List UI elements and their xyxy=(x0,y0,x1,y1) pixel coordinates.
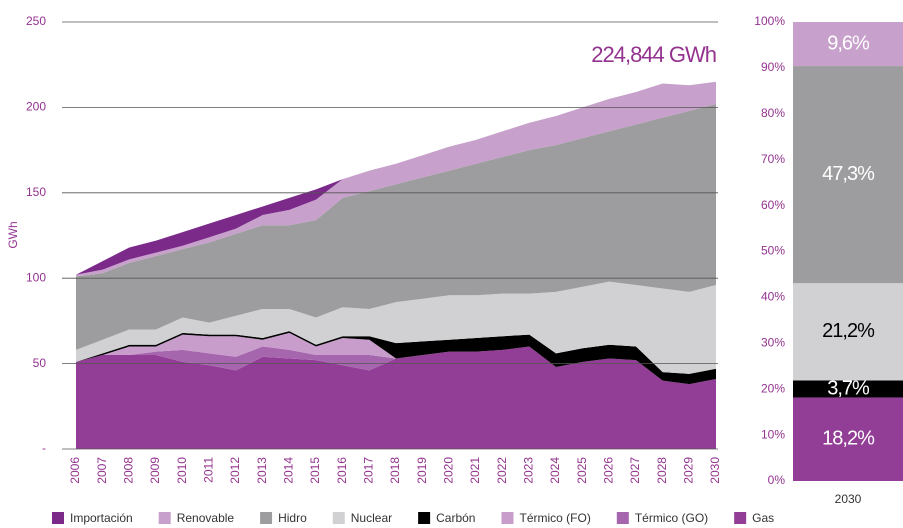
area xyxy=(76,103,716,350)
y-tick-label: 20% xyxy=(761,381,785,395)
area xyxy=(76,346,716,449)
x-tick-label: 2015 xyxy=(308,457,322,484)
area xyxy=(76,81,716,275)
y-tick-label: 40% xyxy=(761,290,785,304)
legend-label: Importación xyxy=(70,511,133,525)
x-tick-label: 2018 xyxy=(388,457,402,484)
x-tick-label: 2014 xyxy=(282,457,296,484)
y-tick-label: 100 xyxy=(26,270,46,284)
x-tick-label: 2016 xyxy=(335,457,349,484)
y-tick-label: 60% xyxy=(761,198,785,212)
y-tick-label: 100% xyxy=(754,14,785,28)
x-tick-label: 2028 xyxy=(655,457,669,484)
x-tick-label: 2029 xyxy=(682,457,696,484)
annotation: 224,844 GWh xyxy=(591,42,716,67)
x-tick-label: 2007 xyxy=(95,457,109,484)
area xyxy=(76,331,716,385)
x-tick-label: 2020 xyxy=(442,457,456,484)
y-tick-label: 150 xyxy=(26,185,46,199)
x-tick-label: 2022 xyxy=(495,457,509,484)
x-tick-label: 2009 xyxy=(148,457,162,484)
x-tick-label: 2023 xyxy=(522,457,536,484)
bar-segment xyxy=(793,397,903,481)
x-tick-label: 2030 xyxy=(835,492,862,506)
x-tick-label: 2025 xyxy=(575,457,589,484)
data-label: 3,7% xyxy=(827,377,870,399)
area xyxy=(76,81,716,277)
x-tick-label: 2008 xyxy=(122,457,136,484)
y-tick-label: 80% xyxy=(761,106,785,120)
y-tick-label: 50 xyxy=(33,356,47,370)
x-tick-label: 2006 xyxy=(68,457,82,484)
x-tick-label: 2030 xyxy=(708,457,722,484)
bar-segment xyxy=(793,380,903,398)
data-label: 47,3% xyxy=(822,163,875,185)
legend-label: Nuclear xyxy=(351,511,392,525)
legend-swatch xyxy=(158,512,171,524)
x-tick-label: 2011 xyxy=(202,457,216,483)
legend-swatch xyxy=(616,512,629,524)
legend-label: Gas xyxy=(752,511,774,525)
legend-swatch xyxy=(52,512,64,524)
y-tick-label: 10% xyxy=(761,427,785,441)
legend-label: Carbón xyxy=(436,511,475,525)
legend-swatch xyxy=(260,512,273,524)
y-tick-label: 30% xyxy=(761,335,785,349)
bar-segment xyxy=(793,283,903,381)
data-label: 18,2% xyxy=(822,428,875,450)
x-tick-label: 2017 xyxy=(362,457,376,484)
x-tick-label: 2019 xyxy=(415,457,429,484)
legend-label: Hidro xyxy=(278,511,307,525)
legend-label: Térmico (GO) xyxy=(635,511,708,525)
y-tick-label: 0% xyxy=(768,473,786,487)
area xyxy=(76,281,716,374)
data-label: 9,6% xyxy=(827,32,870,54)
legend-swatch xyxy=(418,512,431,524)
x-tick-label: 2012 xyxy=(228,457,242,484)
y-tick-label: 50% xyxy=(761,244,785,258)
data-label: 21,2% xyxy=(822,320,875,342)
bar-segment xyxy=(793,22,903,67)
y-tick-label: 200 xyxy=(26,100,46,114)
x-tick-label: 2010 xyxy=(175,457,189,484)
y-axis-label: GWh xyxy=(6,221,20,248)
legend-swatch xyxy=(734,512,747,524)
y-tick-label: 70% xyxy=(761,152,785,166)
legend-swatch xyxy=(332,512,345,524)
x-tick-label: 2021 xyxy=(468,457,482,484)
y-tick-label: 90% xyxy=(761,60,785,74)
x-tick-label: 2026 xyxy=(602,457,616,484)
legend-label: Renovable xyxy=(177,511,235,525)
legend-label: Térmico (FO) xyxy=(519,511,590,525)
x-tick-label: 2024 xyxy=(548,457,562,484)
x-tick-label: 2013 xyxy=(255,457,269,484)
legend-swatch xyxy=(501,512,514,524)
bar-segment xyxy=(793,66,903,284)
y-tick-label: - xyxy=(42,441,46,455)
y-tick-label: 250 xyxy=(26,14,46,28)
x-tick-label: 2027 xyxy=(628,457,642,484)
